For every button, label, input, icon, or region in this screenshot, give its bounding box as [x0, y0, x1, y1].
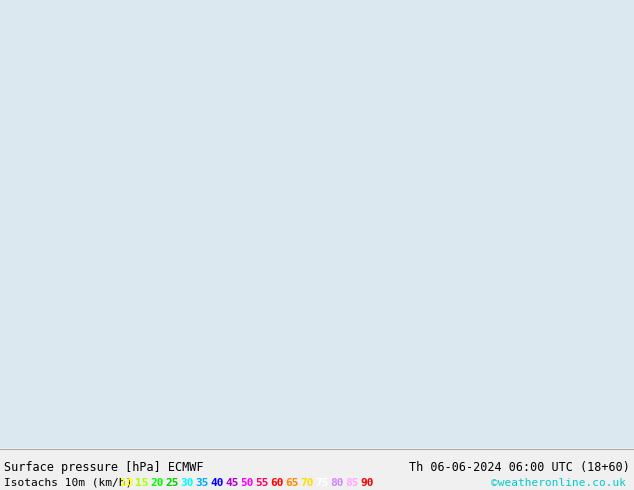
Text: 10: 10	[120, 478, 134, 488]
Text: 80: 80	[330, 478, 344, 488]
Text: 50: 50	[240, 478, 254, 488]
Text: 15: 15	[135, 478, 148, 488]
Text: 65: 65	[285, 478, 299, 488]
Text: 20: 20	[150, 478, 164, 488]
Text: 85: 85	[345, 478, 358, 488]
Text: 40: 40	[210, 478, 224, 488]
Text: 60: 60	[270, 478, 283, 488]
Text: ©weatheronline.co.uk: ©weatheronline.co.uk	[491, 478, 626, 488]
Text: 30: 30	[180, 478, 193, 488]
Text: 45: 45	[225, 478, 238, 488]
Text: Isotachs 10m (km/h): Isotachs 10m (km/h)	[4, 478, 133, 488]
Text: 35: 35	[195, 478, 209, 488]
Text: 25: 25	[165, 478, 179, 488]
Text: Surface pressure [hPa] ECMWF: Surface pressure [hPa] ECMWF	[4, 461, 204, 474]
Text: 75: 75	[315, 478, 328, 488]
Text: 70: 70	[300, 478, 313, 488]
Text: 90: 90	[360, 478, 373, 488]
Text: Th 06-06-2024 06:00 UTC (18+60): Th 06-06-2024 06:00 UTC (18+60)	[409, 461, 630, 474]
Text: 55: 55	[255, 478, 269, 488]
